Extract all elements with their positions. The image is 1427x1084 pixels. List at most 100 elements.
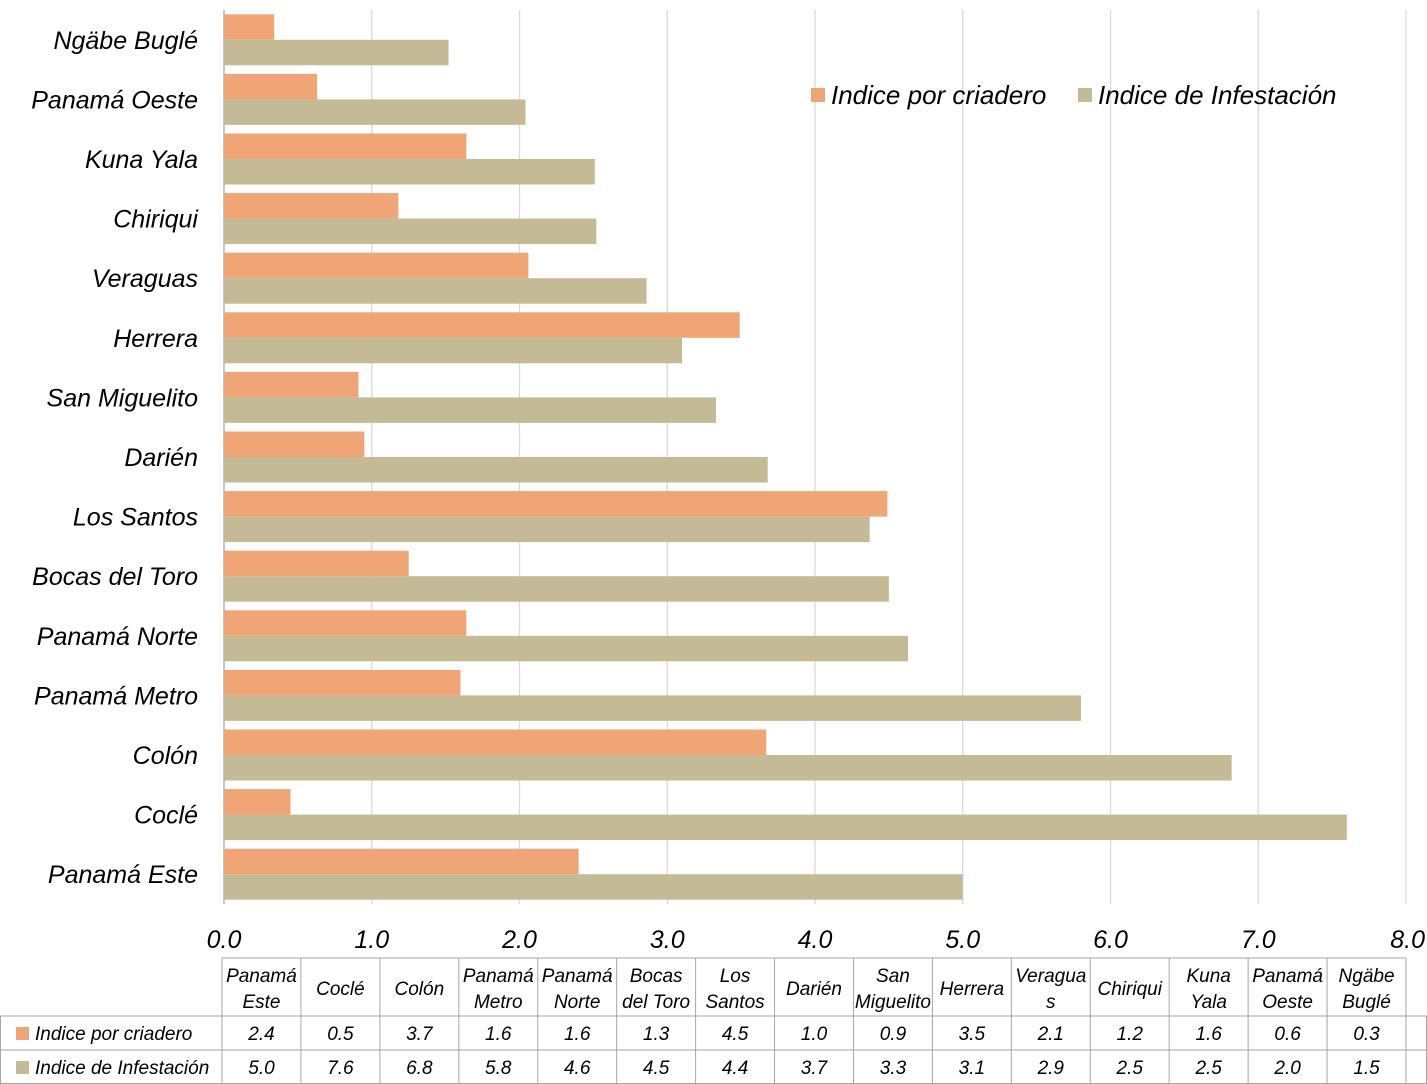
category-label: Panamá Norte [37,623,198,651]
table-cell: 0.5 [327,1024,354,1045]
bar-criadero [224,610,467,636]
table-cell: 2.5 [1116,1058,1144,1079]
table-header: Panamá [542,966,613,987]
table-cell: 0.6 [1274,1024,1301,1045]
category-labels: Panamá Este Coclé Colón Panamá Metro Panamá … [31,27,199,889]
category-label: Kuna Yala [85,146,198,174]
category-label: Panamá Este [48,861,198,889]
bar-infestacion [224,516,870,543]
table-cell: 3.7 [406,1024,434,1045]
table-header: s [1046,992,1056,1013]
category-label: Veraguas [92,265,198,293]
x-tick-labels: 0.0 1.0 2.0 3.0 4.0 5.0 6.0 7.0 8.0 [207,926,1425,954]
table-cell: 7.6 [327,1058,354,1079]
category-label: Panamá Metro [34,682,198,710]
category-label: Herrera [113,325,198,353]
legend-label: Indice de Infestación [1098,80,1337,110]
bar-infestacion [224,695,1081,721]
table-header: Chiriqui [1098,979,1163,1000]
table-header: Norte [554,992,600,1013]
table-cell: 4.5 [722,1024,749,1045]
table-header: Darién [786,979,842,1000]
x-tick-label: 8.0 [1390,926,1425,954]
table-cell: 3.1 [959,1058,985,1079]
table-header: del Toro [622,992,690,1013]
bar-criadero [224,848,579,875]
bar-infestacion [224,755,1232,781]
table-header: Panamá [226,966,297,987]
x-tick-label: 4.0 [798,926,833,954]
x-tick-label: 0.0 [207,926,242,954]
bar-criadero [224,371,359,398]
bar-infestacion [224,814,1347,841]
bar-criadero [224,729,767,755]
bar-infestacion [224,337,683,364]
bar-criadero [224,789,291,815]
table-cell: 2.5 [1194,1058,1222,1079]
table-cell: 1.6 [564,1024,591,1045]
category-label: Colón [133,742,198,770]
x-tick-label: 1.0 [354,926,389,954]
legend-swatch [811,88,825,102]
bar-infestacion [224,635,909,662]
table-cell: 4.6 [564,1058,591,1079]
bar-criadero [224,550,409,577]
table-header: Veragua [1015,966,1086,987]
category-label: Bocas del Toro [32,563,198,591]
table-cell: 1.2 [1117,1024,1144,1045]
category-label: San Miguelito [47,384,199,412]
category-label: Darién [124,444,198,472]
table-cell: 1.6 [1195,1024,1222,1045]
table-header: Kuna [1186,966,1230,987]
category-label: Chiriqui [113,206,199,234]
bar-infestacion [224,397,717,423]
x-tick-label: 5.0 [945,926,980,954]
table-header: Ngäbe [1339,966,1395,987]
table-cell: 0.3 [1353,1024,1380,1045]
category-label: Coclé [134,802,198,830]
table-header: Panamá [1252,966,1323,987]
table-header: Herrera [940,979,1004,1000]
table-cell: 2.9 [1037,1058,1065,1079]
table-header: Colón [395,979,445,1000]
table-cell: 6.8 [406,1058,433,1079]
table-cell: 0.9 [880,1024,907,1045]
table-cell: 1.5 [1353,1058,1380,1079]
bar-criadero [224,669,461,696]
legend-label: Indice por criadero [831,80,1046,110]
table-cell: 1.0 [801,1024,828,1045]
table-header: Miguelito [855,992,931,1013]
bar-infestacion [224,39,449,66]
table-legend-swatch [16,1027,29,1040]
table-header: Panamá [463,966,534,987]
table-header: Metro [474,992,523,1013]
bars [224,14,1347,900]
bar-criadero [224,14,275,40]
bar-infestacion [224,218,597,245]
table-cell: 5.8 [485,1058,512,1079]
bar-criadero [224,193,399,219]
table-header: San [876,966,910,987]
bar-infestacion [224,874,963,900]
bar-criadero [224,252,529,279]
legend: Indice por criadero Indice de Infestación [811,80,1337,110]
x-tick-label: 3.0 [650,926,685,954]
bar-criadero [224,73,318,100]
bar-infestacion [224,278,647,304]
category-label: Ngäbe Buglé [53,27,198,55]
bar-infestacion [224,99,526,125]
table-cell: 1.6 [485,1024,512,1045]
table-cell: 5.0 [248,1058,275,1079]
bar-criadero [224,133,467,159]
table-cell: 3.7 [801,1058,829,1079]
table-cell: 4.4 [722,1058,748,1079]
table-cell: 2.1 [1037,1024,1064,1045]
bar-criadero [224,491,888,517]
bar-infestacion [224,457,768,483]
bar-criadero [224,312,740,338]
data-table: Panamá Este Coclé Colón Panamá Metro Panamá Nor… [0,957,1427,1084]
bar-infestacion [224,576,889,602]
table-cell: 1.3 [643,1024,670,1045]
table-header: Santos [705,992,765,1013]
category-label: Los Santos [73,504,198,532]
